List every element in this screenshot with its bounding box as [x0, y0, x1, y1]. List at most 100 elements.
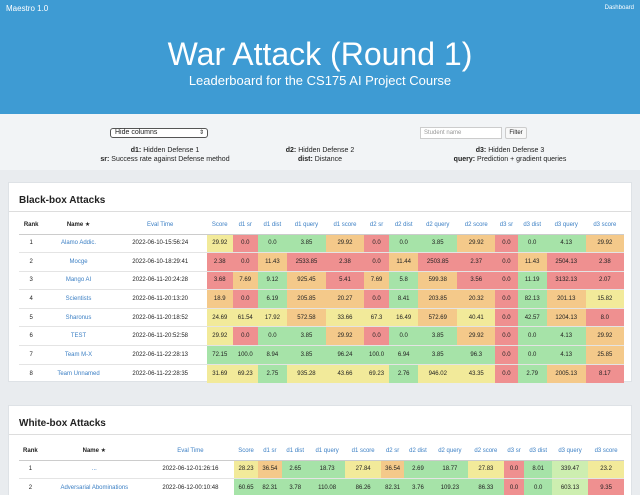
- table-cell: 40.41: [457, 307, 496, 327]
- blackbox-col-header[interactable]: Score: [206, 216, 233, 235]
- blackbox-col-header[interactable]: d2 query: [418, 216, 458, 235]
- blackbox-col-header[interactable]: d3 sr: [495, 216, 518, 235]
- table-cell: 9.35: [588, 478, 624, 495]
- table-cell: 3.85: [287, 345, 326, 365]
- whitebox-col-header[interactable]: d3 dist: [524, 442, 552, 461]
- table-cell: 20.32: [457, 289, 496, 309]
- table-cell: 0.0: [364, 326, 389, 346]
- team-name-link[interactable]: Team Unnamed: [43, 363, 114, 383]
- table-cell: 18.77: [431, 459, 469, 479]
- table-cell: 2022-06-12-00:10:48: [146, 478, 234, 495]
- table-cell: 25.85: [585, 345, 624, 365]
- team-name-link[interactable]: ...: [41, 459, 147, 479]
- blackbox-col-header[interactable]: d3 score: [585, 216, 624, 235]
- whitebox-col-header[interactable]: d1 sr: [258, 442, 282, 461]
- table-cell: 29.92: [585, 326, 624, 346]
- whitebox-col-header: Name ★: [41, 442, 147, 461]
- table-cell: 2.65: [281, 459, 309, 479]
- table-cell: 6.19: [257, 289, 288, 309]
- table-cell: 20.27: [325, 289, 365, 309]
- table-cell: 72.15: [206, 345, 233, 365]
- table-cell: 96.3: [457, 345, 496, 365]
- table-cell: 5.41: [325, 270, 365, 290]
- blackbox-col-header[interactable]: d3 query: [546, 216, 586, 235]
- blackbox-col-header[interactable]: d2 sr: [364, 216, 389, 235]
- table-cell: 33.66: [325, 307, 365, 327]
- team-name-link[interactable]: Adversarial Abominations: [41, 478, 147, 495]
- controls-panel: Hide columns ⇕ Student name Filter d1: H…: [0, 114, 640, 170]
- whitebox-col-header[interactable]: d3 query: [551, 442, 589, 461]
- table-cell: 24.69: [206, 307, 233, 327]
- filter-button[interactable]: Filter: [505, 127, 527, 139]
- table-cell: 0.0: [495, 252, 518, 272]
- table-cell: 23.2: [588, 459, 624, 479]
- table-cell: 2.76: [389, 363, 419, 383]
- table-cell: 29.92: [206, 233, 233, 253]
- blackbox-col-header[interactable]: d3 dist: [517, 216, 547, 235]
- table-cell: 3.85: [418, 233, 458, 253]
- table-cell: 3132.13: [546, 270, 586, 290]
- whitebox-col-header[interactable]: d3 score: [588, 442, 624, 461]
- blackbox-col-header[interactable]: d1 dist: [257, 216, 288, 235]
- table-cell: 29.92: [585, 233, 624, 253]
- team-name-link[interactable]: Mocge: [43, 252, 114, 272]
- whitebox-col-header[interactable]: d1 query: [309, 442, 346, 461]
- table-cell: 2022-06-10-15:56:24: [113, 233, 207, 253]
- table-cell: 1: [19, 233, 44, 253]
- legend-col-2: d2: Hidden Defense 2 dist: Distance: [285, 147, 355, 163]
- table-cell: 2: [19, 478, 42, 495]
- blackbox-col-header[interactable]: d2 score: [457, 216, 496, 235]
- whitebox-col-header[interactable]: d1 score: [345, 442, 381, 461]
- table-cell: 2005.13: [546, 363, 586, 383]
- table-cell: 599.38: [418, 270, 458, 290]
- team-name-link[interactable]: Team M-X: [43, 345, 114, 365]
- table-cell: 100.0: [232, 345, 258, 365]
- table-cell: 2: [19, 252, 44, 272]
- table-cell: 0.0: [503, 459, 525, 479]
- table-cell: 0.0: [364, 289, 389, 309]
- whitebox-col-header[interactable]: Score: [233, 442, 259, 461]
- blackbox-col-header[interactable]: d1 query: [287, 216, 326, 235]
- whitebox-col-header[interactable]: d2 query: [431, 442, 469, 461]
- hide-columns-label: Hide columns: [115, 129, 158, 136]
- table-cell: 8: [19, 363, 44, 383]
- whitebox-col-header[interactable]: d1 dist: [281, 442, 309, 461]
- whitebox-col-header[interactable]: d2 sr: [380, 442, 405, 461]
- table-cell: 339.47: [551, 459, 589, 479]
- whitebox-table: Rank Name ★ Eval Time Score d1 sr d1 dist d1 q…: [19, 442, 624, 495]
- whitebox-col-header[interactable]: d2 dist: [404, 442, 432, 461]
- brand-link[interactable]: Maestro 1.0: [6, 4, 49, 13]
- dashboard-link[interactable]: Dashboard: [604, 5, 634, 11]
- blackbox-col-header: Rank: [19, 216, 44, 235]
- table-cell: 29.92: [457, 326, 496, 346]
- table-cell: 2022-06-11-22:28:35: [113, 363, 207, 383]
- whitebox-col-header[interactable]: Eval Time: [146, 442, 234, 461]
- table-cell: 2.38: [585, 252, 624, 272]
- table-row: 4 Scientists 2022-06-11-20:13:20 18.9 0.0 6.1…: [19, 289, 624, 309]
- student-name-input[interactable]: Student name: [420, 127, 502, 139]
- table-cell: 2.37: [457, 252, 496, 272]
- team-name-link[interactable]: Scientists: [43, 289, 114, 309]
- table-cell: 2022-06-11-20:18:52: [113, 307, 207, 327]
- table-cell: 18.9: [206, 289, 233, 309]
- team-name-link[interactable]: Sharonus: [43, 307, 114, 327]
- team-name-link[interactable]: Mango AI: [43, 270, 114, 290]
- table-cell: 2.38: [206, 252, 233, 272]
- table-cell: 2022-06-12-01:26:16: [146, 459, 234, 479]
- blackbox-card: Black-box Attacks Rank Name ★ Eval Time Sco…: [8, 182, 632, 383]
- team-name-link[interactable]: Alamo Addic.: [43, 233, 114, 253]
- whitebox-col-header[interactable]: d3 sr: [503, 442, 525, 461]
- table-cell: 3.56: [457, 270, 496, 290]
- table-cell: 2.07: [585, 270, 624, 290]
- blackbox-col-header[interactable]: d1 score: [325, 216, 365, 235]
- whitebox-col-header[interactable]: d2 score: [468, 442, 504, 461]
- table-cell: 86.33: [468, 478, 504, 495]
- table-cell: 3.85: [287, 233, 326, 253]
- table-row: 6 TEST 2022-06-11-20:52:58 29.92 0.0 0.0 3.85 2…: [19, 326, 624, 346]
- team-name-link[interactable]: TEST: [43, 326, 114, 346]
- hide-columns-select[interactable]: Hide columns ⇕: [110, 128, 208, 138]
- blackbox-col-header[interactable]: d2 dist: [389, 216, 419, 235]
- table-cell: 3.85: [418, 345, 458, 365]
- blackbox-col-header[interactable]: d1 sr: [232, 216, 258, 235]
- blackbox-col-header[interactable]: Eval Time: [113, 216, 207, 235]
